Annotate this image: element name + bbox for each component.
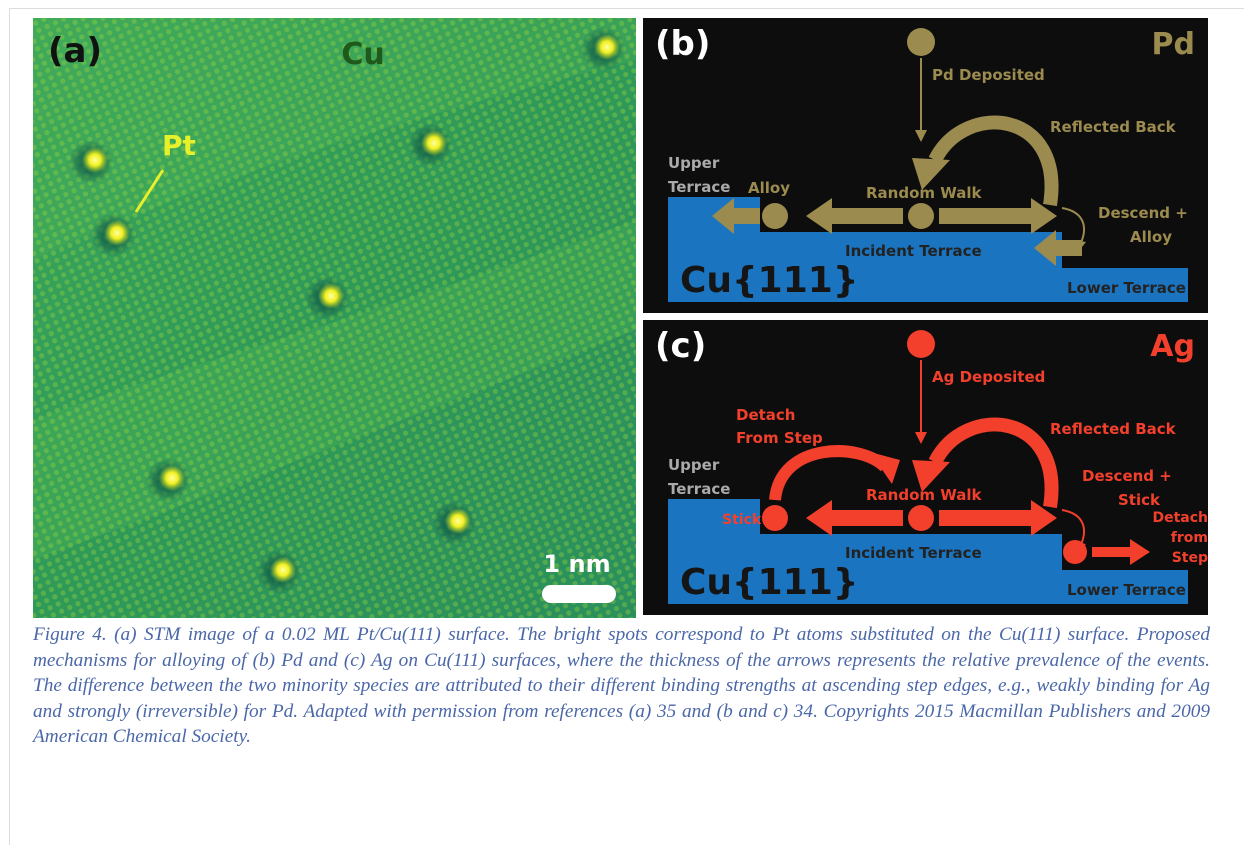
page: (a) Cu Pt 1 nm (b) Pd Pd Deposited Reflected Ba… [0, 0, 1244, 844]
scale-label: 1 nm [543, 550, 610, 578]
caption: Figure 4. (a) STM image of a 0.02 ML Pt/… [33, 622, 1210, 750]
edge-atom [762, 505, 788, 531]
deposit-atom [907, 330, 935, 358]
label: Random Walk [866, 184, 983, 202]
label: Detach [1152, 510, 1208, 526]
terrace-label: Upper [668, 154, 720, 172]
terrace-label: Lower Terrace [1067, 279, 1186, 297]
pt-atom [82, 147, 108, 173]
substrate-label: Cu{111} [680, 260, 858, 301]
terrace-label: Upper [668, 456, 720, 474]
pt-atom [318, 283, 344, 309]
label: Reflected Back [1050, 118, 1177, 136]
walk-atom [908, 505, 934, 531]
label: Random Walk [866, 486, 983, 504]
pt-atom [594, 34, 620, 60]
pt-atom [421, 130, 447, 156]
label: Stick [722, 512, 762, 528]
pt-atom [104, 220, 130, 246]
walk-atom [908, 203, 934, 229]
terrace-label: Incident Terrace [845, 544, 982, 562]
terrace-label: Incident Terrace [845, 242, 982, 260]
label: Reflected Back [1050, 420, 1177, 438]
element-label: Ag [1150, 329, 1195, 364]
label: Alloy [748, 179, 790, 197]
panel-label: (b) [655, 24, 710, 64]
label: Step [1172, 550, 1208, 566]
element-label: Cu [341, 37, 384, 72]
pt-atom [445, 508, 471, 534]
panel-label: (a) [48, 31, 102, 71]
terrace-label: Terrace [668, 480, 730, 498]
panel-label: (c) [655, 326, 706, 366]
label: From Step [736, 429, 823, 447]
pt-atom [159, 465, 185, 491]
deposit-atom [907, 28, 935, 56]
substrate-label: Cu{111} [680, 562, 858, 603]
pt-atom [270, 557, 296, 583]
atom-label: Pt [162, 129, 196, 162]
label: Descend + [1082, 467, 1172, 485]
figure: (a) Cu Pt 1 nm (b) Pd Pd Deposited Reflected Ba… [0, 0, 1244, 620]
label: Stick [1118, 491, 1161, 509]
edge-atom [762, 203, 788, 229]
label: Descend + [1098, 204, 1188, 222]
label: Pd Deposited [932, 66, 1045, 84]
element-label: Pd [1152, 27, 1195, 62]
label: from [1171, 530, 1208, 546]
terrace-label: Lower Terrace [1067, 581, 1186, 599]
label: Ag Deposited [932, 368, 1045, 386]
label: Detach [736, 406, 796, 424]
terrace-label: Terrace [668, 178, 730, 196]
label: Alloy [1130, 228, 1172, 246]
lower-atom [1063, 540, 1087, 564]
